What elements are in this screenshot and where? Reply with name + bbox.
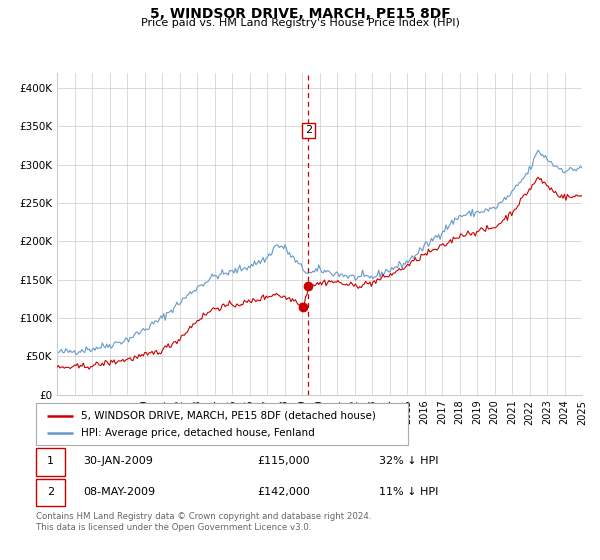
Text: 2: 2 (305, 125, 312, 136)
Text: £142,000: £142,000 (258, 487, 311, 497)
Text: 1: 1 (47, 456, 54, 466)
Text: 32% ↓ HPI: 32% ↓ HPI (379, 456, 439, 466)
FancyBboxPatch shape (36, 449, 65, 475)
FancyBboxPatch shape (36, 479, 65, 506)
Text: 30-JAN-2009: 30-JAN-2009 (83, 456, 154, 466)
Text: £115,000: £115,000 (258, 456, 310, 466)
Text: Contains HM Land Registry data © Crown copyright and database right 2024.
This d: Contains HM Land Registry data © Crown c… (36, 512, 371, 532)
Text: 5, WINDSOR DRIVE, MARCH, PE15 8DF: 5, WINDSOR DRIVE, MARCH, PE15 8DF (149, 7, 451, 21)
Text: 08-MAY-2009: 08-MAY-2009 (83, 487, 155, 497)
Text: Price paid vs. HM Land Registry's House Price Index (HPI): Price paid vs. HM Land Registry's House … (140, 18, 460, 28)
FancyBboxPatch shape (36, 403, 408, 445)
Text: 2: 2 (47, 487, 54, 497)
Text: HPI: Average price, detached house, Fenland: HPI: Average price, detached house, Fenl… (80, 428, 314, 438)
Text: 11% ↓ HPI: 11% ↓ HPI (379, 487, 439, 497)
Text: 5, WINDSOR DRIVE, MARCH, PE15 8DF (detached house): 5, WINDSOR DRIVE, MARCH, PE15 8DF (detac… (80, 411, 376, 421)
